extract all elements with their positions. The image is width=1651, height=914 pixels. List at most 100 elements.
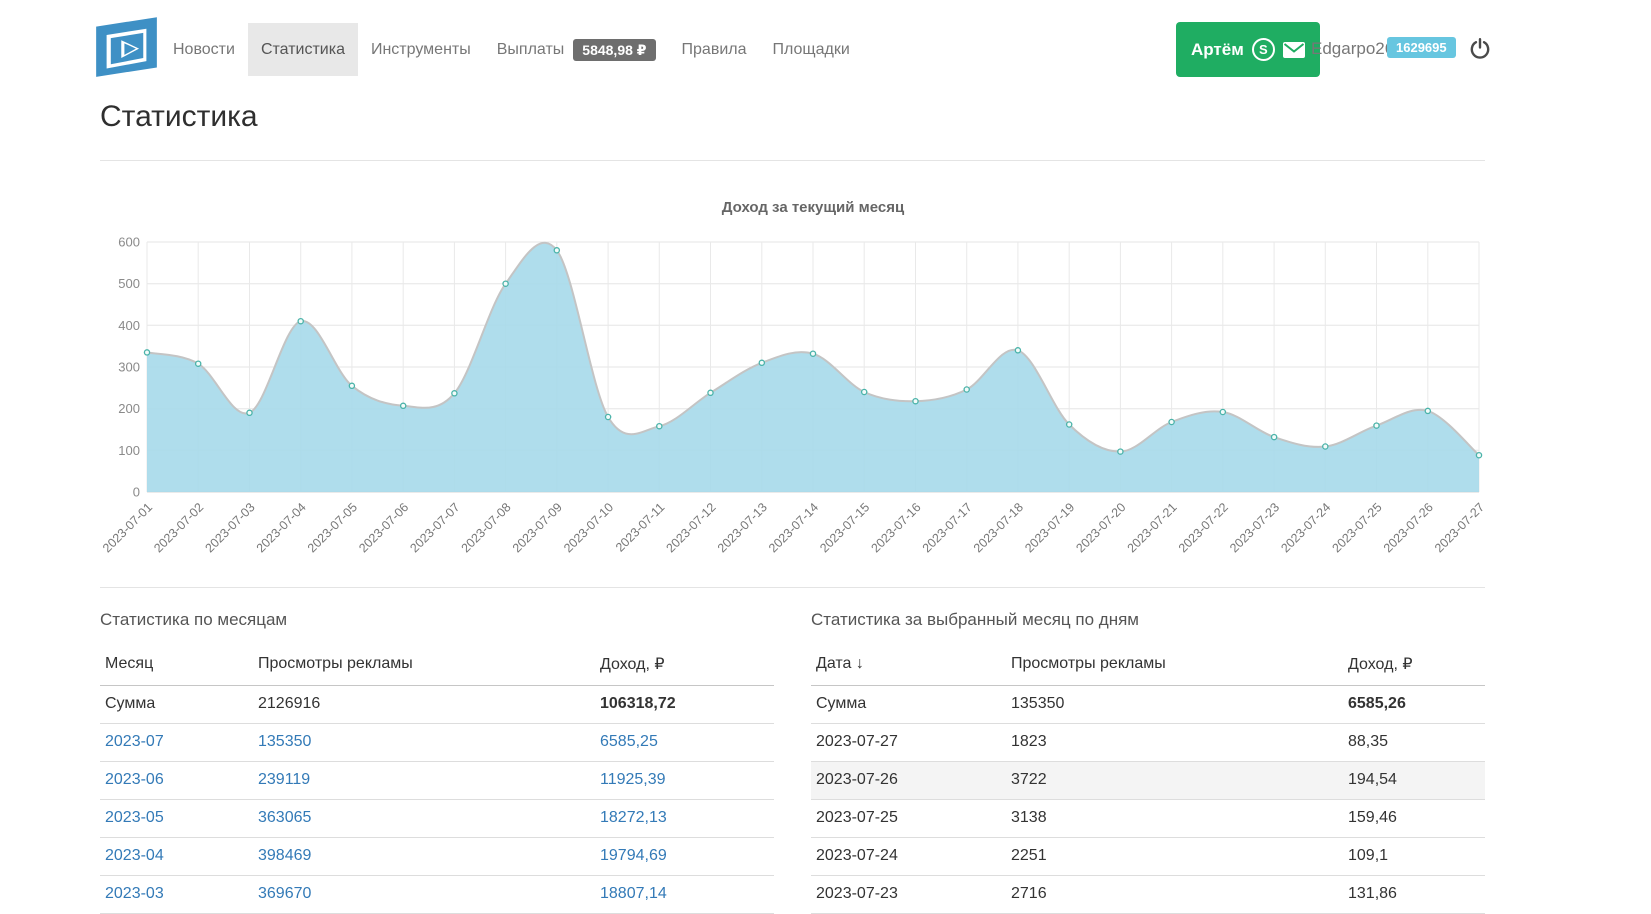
table-row: 2023-07 135350 6585,25 (100, 724, 774, 762)
svg-text:2023-07-14: 2023-07-14 (766, 500, 821, 555)
nav-tools-label: Инструменты (371, 41, 471, 59)
col-date-label: Дата (816, 655, 851, 672)
svg-text:400: 400 (118, 318, 140, 333)
skype-icon: S (1252, 38, 1275, 61)
cell: 363065 (253, 800, 595, 838)
nav-tools[interactable]: Инструменты (358, 23, 484, 76)
col-ad-views: Просмотры рекламы (253, 644, 595, 686)
cell: 2023-07-24 (811, 838, 1006, 876)
svg-text:2023-07-07: 2023-07-07 (407, 500, 462, 555)
cell: 109,1 (1343, 838, 1485, 876)
value-link[interactable]: 19794,69 (600, 847, 667, 864)
cell: 2126916 (253, 686, 595, 724)
svg-text:2023-07-04: 2023-07-04 (254, 500, 309, 555)
nav-payouts-label: Выплаты (497, 41, 565, 59)
main-nav: Новости Статистика Инструменты Выплаты 5… (160, 23, 863, 76)
svg-text:0: 0 (133, 485, 140, 500)
cell: 19794,69 (595, 838, 774, 876)
monthly-stats-title: Статистика по месяцам (100, 610, 774, 630)
username: Edgarpo26 (1311, 39, 1394, 59)
svg-text:2023-07-27: 2023-07-27 (1432, 500, 1485, 555)
cell: Сумма (811, 686, 1006, 724)
col-month: Месяц (100, 644, 253, 686)
value-link[interactable]: 18272,13 (600, 809, 667, 826)
cell: 11925,39 (595, 762, 774, 800)
svg-text:2023-07-16: 2023-07-16 (869, 500, 924, 555)
manager-contact-button[interactable]: Артём S (1176, 22, 1320, 77)
month-link[interactable]: 2023-07 (105, 733, 164, 750)
month-link[interactable]: 2023-06 (105, 771, 164, 788)
table-row: 2023-07-232716131,86 (811, 876, 1485, 914)
svg-text:2023-07-25: 2023-07-25 (1330, 500, 1385, 555)
cell: 159,46 (1343, 800, 1485, 838)
month-link[interactable]: 2023-04 (105, 847, 164, 864)
cell: 398469 (253, 838, 595, 876)
nav-platforms[interactable]: Площадки (760, 23, 863, 76)
value-link[interactable]: 369670 (258, 885, 311, 902)
svg-text:2023-07-18: 2023-07-18 (971, 500, 1026, 555)
svg-text:2023-07-12: 2023-07-12 (664, 500, 719, 555)
table-row: 2023-07-242251109,1 (811, 838, 1485, 876)
logout-power-icon[interactable] (1468, 37, 1492, 61)
month-link[interactable]: 2023-03 (105, 885, 164, 902)
table-row: 2023-07-27182388,35 (811, 724, 1485, 762)
cell: Сумма (100, 686, 253, 724)
page-title: Статистика (100, 100, 258, 134)
svg-text:2023-07-01: 2023-07-01 (100, 500, 155, 555)
nav-news[interactable]: Новости (160, 23, 248, 76)
svg-text:2023-07-26: 2023-07-26 (1381, 500, 1436, 555)
daily-stats-table: Дата ↓ Просмотры рекламы Доход, ₽ Сумма1… (811, 644, 1485, 914)
svg-text:100: 100 (118, 443, 140, 458)
col-income: Доход, ₽ (595, 644, 774, 686)
cell: 2023-06 (100, 762, 253, 800)
svg-text:2023-07-24: 2023-07-24 (1278, 500, 1333, 555)
sum-row: Сумма2126916106318,72 (100, 686, 774, 724)
svg-text:200: 200 (118, 401, 140, 416)
svg-text:2023-07-23: 2023-07-23 (1227, 500, 1282, 555)
sort-desc-icon: ↓ (856, 655, 864, 672)
table-row: 2023-07-263722194,54 (811, 762, 1485, 800)
value-link[interactable]: 239119 (258, 771, 310, 788)
cell: 6585,25 (595, 724, 774, 762)
divider (100, 587, 1485, 588)
value-link[interactable]: 135350 (258, 733, 311, 750)
nav-payouts[interactable]: Выплаты 5848,98 ₽ (484, 23, 669, 76)
cell: 2251 (1006, 838, 1343, 876)
nav-statistics[interactable]: Статистика (248, 23, 358, 76)
svg-text:2023-07-09: 2023-07-09 (510, 500, 565, 555)
manager-name: Артём (1191, 40, 1244, 60)
value-link[interactable]: 363065 (258, 809, 311, 826)
month-link[interactable]: 2023-05 (105, 809, 164, 826)
svg-text:2023-07-02: 2023-07-02 (151, 500, 206, 555)
svg-text:2023-07-11: 2023-07-11 (613, 500, 667, 554)
table-row: 2023-07-253138159,46 (811, 800, 1485, 838)
cell: 2023-07-23 (811, 876, 1006, 914)
svg-text:2023-07-22: 2023-07-22 (1176, 500, 1231, 555)
value-link[interactable]: 398469 (258, 847, 311, 864)
cell: 2023-04 (100, 838, 253, 876)
col-income: Доход, ₽ (1343, 644, 1485, 686)
table-header-row: Дата ↓ Просмотры рекламы Доход, ₽ (811, 644, 1485, 686)
cell: 194,54 (1343, 762, 1485, 800)
cell: 2023-07-27 (811, 724, 1006, 762)
svg-text:2023-07-05: 2023-07-05 (305, 500, 360, 555)
logo[interactable] (93, 13, 160, 80)
cell: 2023-03 (100, 876, 253, 914)
cell: 1823 (1006, 724, 1343, 762)
nav-rules-label: Правила (682, 41, 747, 59)
svg-text:Доход за текущий месяц: Доход за текущий месяц (722, 199, 905, 216)
table-row: 2023-04 398469 19794,69 (100, 838, 774, 876)
col-date-sortable[interactable]: Дата ↓ (811, 644, 1006, 686)
nav-rules[interactable]: Правила (669, 23, 760, 76)
cell: 18272,13 (595, 800, 774, 838)
table-row: 2023-06 239119 11925,39 (100, 762, 774, 800)
col-ad-views: Просмотры рекламы (1006, 644, 1343, 686)
nav-news-label: Новости (173, 41, 235, 59)
svg-text:600: 600 (118, 235, 140, 250)
value-link[interactable]: 18807,14 (600, 885, 667, 902)
value-link[interactable]: 6585,25 (600, 733, 658, 750)
svg-text:2023-07-10: 2023-07-10 (561, 500, 616, 555)
cell: 239119 (253, 762, 595, 800)
value-link[interactable]: 11925,39 (600, 771, 666, 788)
play-logo-icon (93, 13, 160, 80)
